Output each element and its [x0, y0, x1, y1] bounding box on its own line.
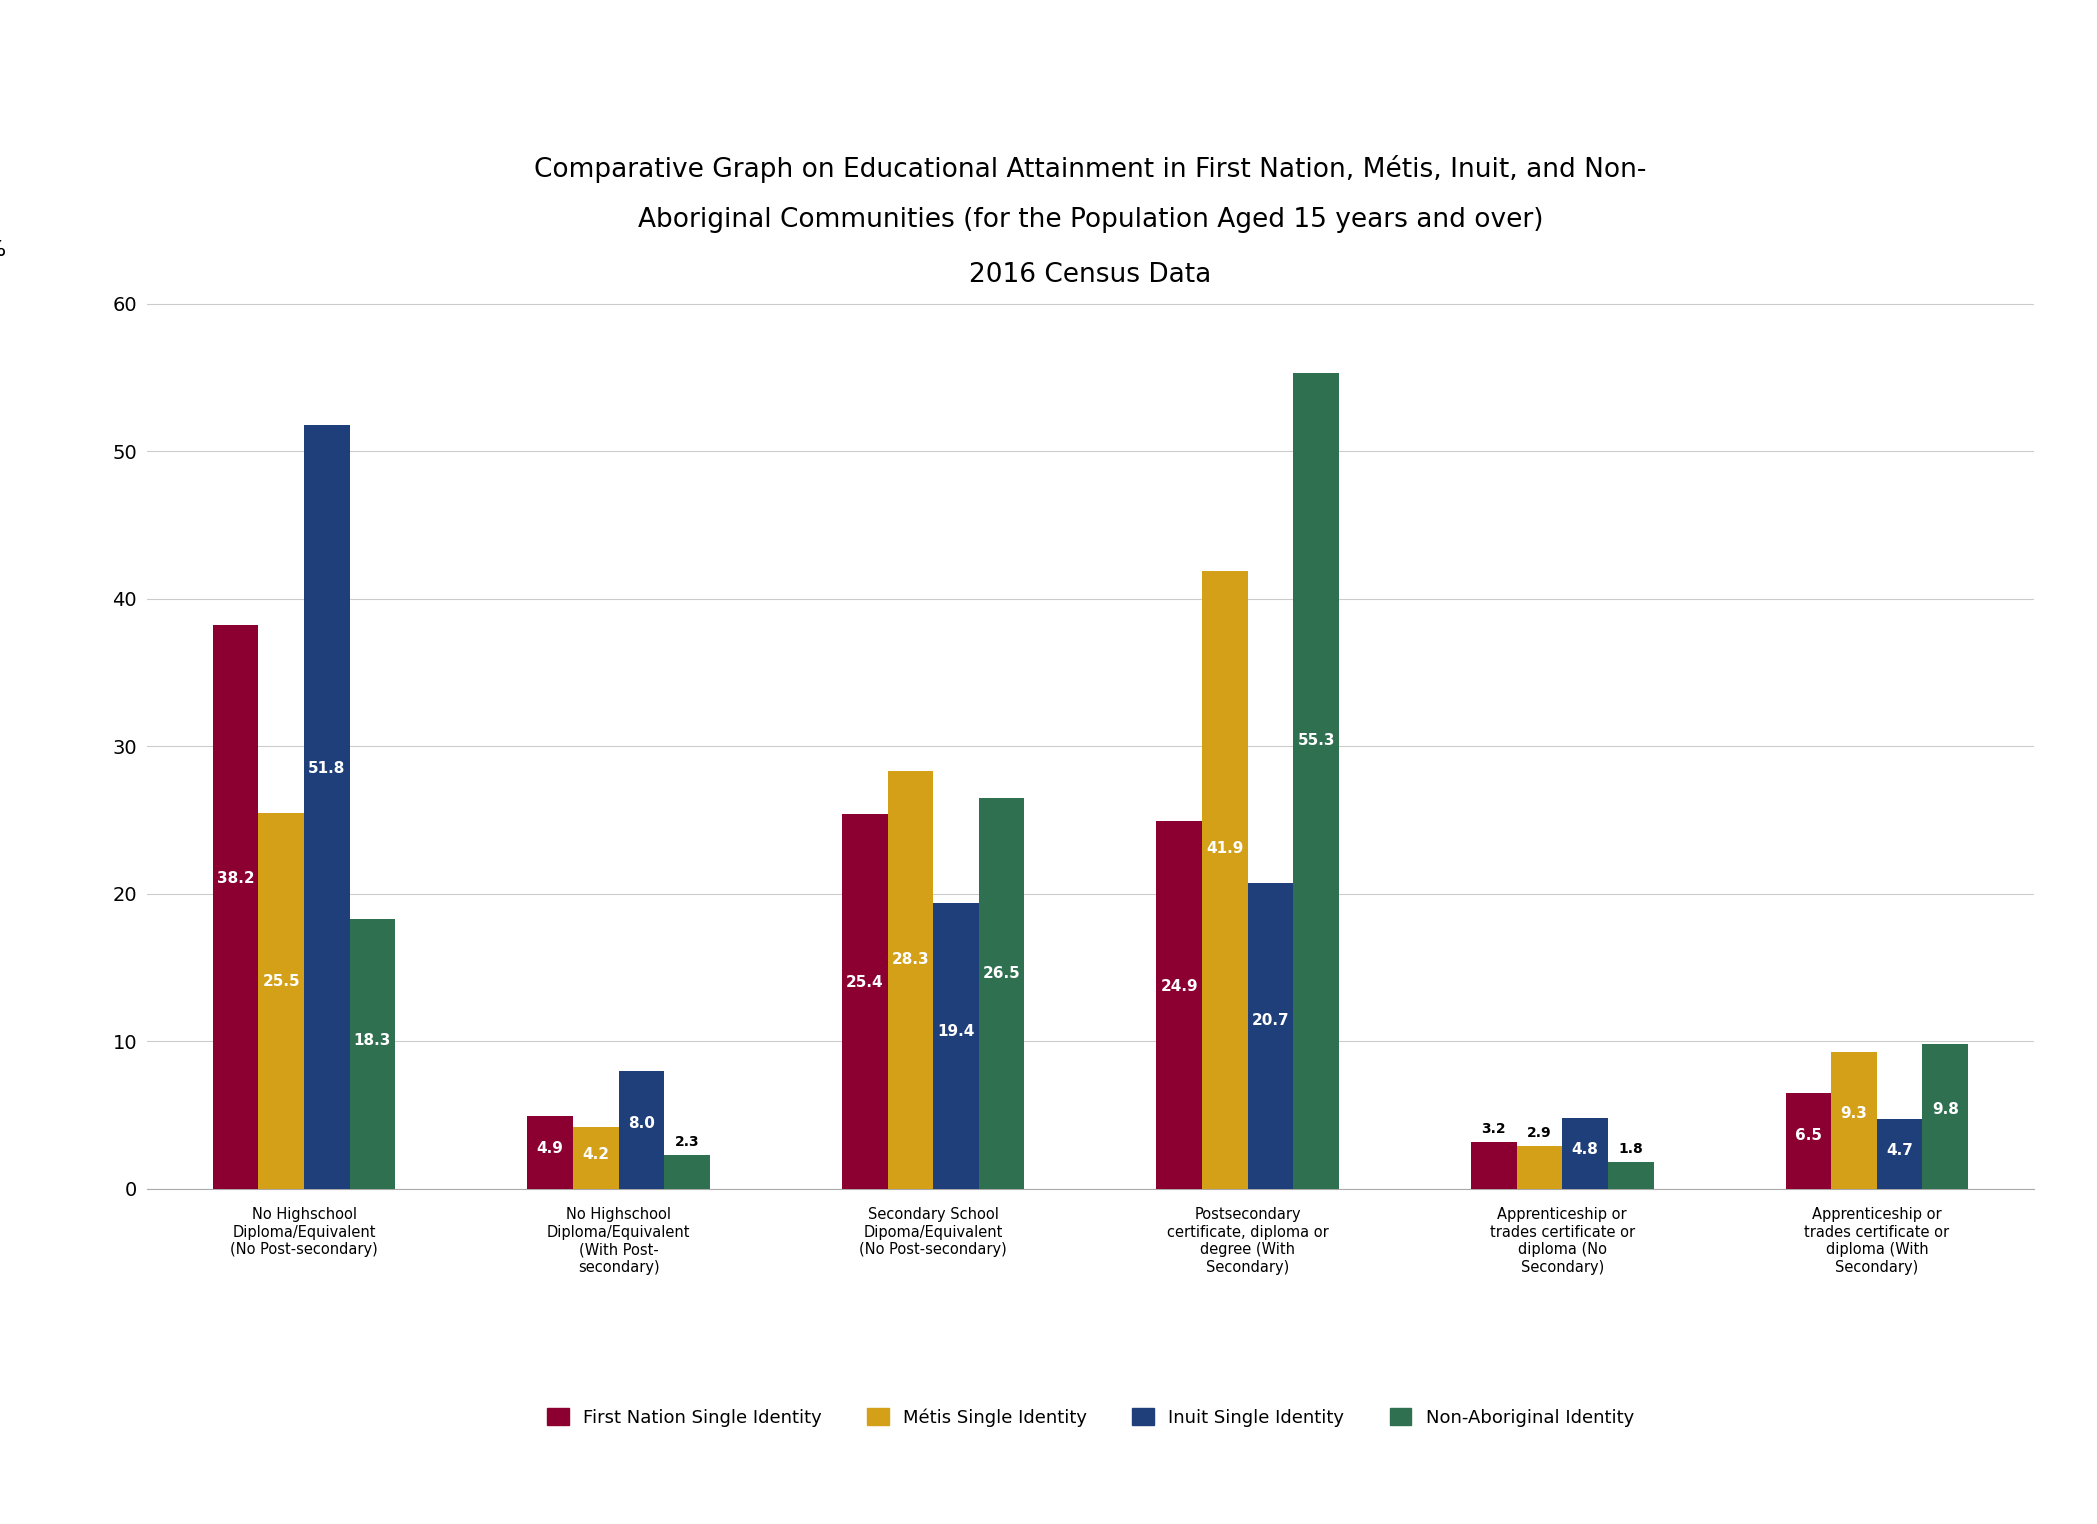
Text: 38.2: 38.2 — [216, 872, 254, 887]
Text: 3.2: 3.2 — [1480, 1122, 1506, 1135]
Text: %: % — [0, 239, 6, 259]
Bar — [933, 902, 979, 1189]
Bar — [1470, 1141, 1516, 1189]
Bar — [1516, 1146, 1562, 1189]
Bar — [1785, 1093, 1831, 1189]
Text: 2.9: 2.9 — [1527, 1126, 1552, 1140]
Text: 18.3: 18.3 — [354, 1033, 392, 1049]
Bar — [665, 1155, 711, 1189]
Bar — [1877, 1120, 1923, 1189]
Text: 9.8: 9.8 — [1931, 1102, 1959, 1117]
Text: 55.3: 55.3 — [1298, 733, 1336, 748]
Text: 4.2: 4.2 — [583, 1148, 610, 1163]
Bar — [350, 919, 396, 1189]
Bar — [212, 625, 258, 1189]
Text: 2016 Census Data: 2016 Census Data — [969, 262, 1212, 288]
Text: 6.5: 6.5 — [1795, 1128, 1822, 1143]
Bar — [1562, 1119, 1608, 1189]
Text: 8.0: 8.0 — [627, 1116, 654, 1131]
Text: Comparative Graph on Educational Attainment in First Nation, Métis, Inuit, and N: Comparative Graph on Educational Attainm… — [535, 155, 1646, 183]
Text: 51.8: 51.8 — [308, 760, 346, 776]
Bar — [1248, 884, 1294, 1189]
Text: 24.9: 24.9 — [1160, 980, 1197, 994]
Bar — [1831, 1052, 1877, 1189]
Text: Aboriginal Communities (for the Population Aged 15 years and over): Aboriginal Communities (for the Populati… — [637, 207, 1543, 233]
Bar — [258, 812, 304, 1189]
Text: 25.4: 25.4 — [845, 975, 883, 991]
Bar — [1202, 572, 1248, 1189]
Bar — [572, 1126, 619, 1189]
Legend: First Nation Single Identity, Métis Single Identity, Inuit Single Identity, Non-: First Nation Single Identity, Métis Sing… — [539, 1399, 1642, 1436]
Bar — [979, 799, 1025, 1189]
Text: 9.3: 9.3 — [1841, 1106, 1868, 1120]
Text: 2.3: 2.3 — [675, 1135, 700, 1149]
Bar — [1608, 1163, 1655, 1189]
Text: 28.3: 28.3 — [891, 951, 929, 966]
Text: 20.7: 20.7 — [1252, 1013, 1290, 1029]
Text: 26.5: 26.5 — [983, 966, 1021, 981]
Bar — [619, 1071, 665, 1189]
Text: 4.8: 4.8 — [1571, 1143, 1598, 1157]
Text: 4.7: 4.7 — [1885, 1143, 1912, 1158]
Text: 41.9: 41.9 — [1206, 841, 1244, 856]
Text: 1.8: 1.8 — [1619, 1143, 1644, 1157]
Bar — [887, 771, 933, 1189]
Bar — [1155, 821, 1202, 1189]
Bar — [526, 1117, 572, 1189]
Bar — [1923, 1044, 1969, 1189]
Text: 19.4: 19.4 — [937, 1024, 975, 1039]
Bar — [304, 425, 350, 1189]
Text: 4.9: 4.9 — [537, 1141, 564, 1157]
Bar — [841, 814, 887, 1189]
Text: 25.5: 25.5 — [262, 974, 300, 989]
Bar — [1294, 373, 1340, 1189]
